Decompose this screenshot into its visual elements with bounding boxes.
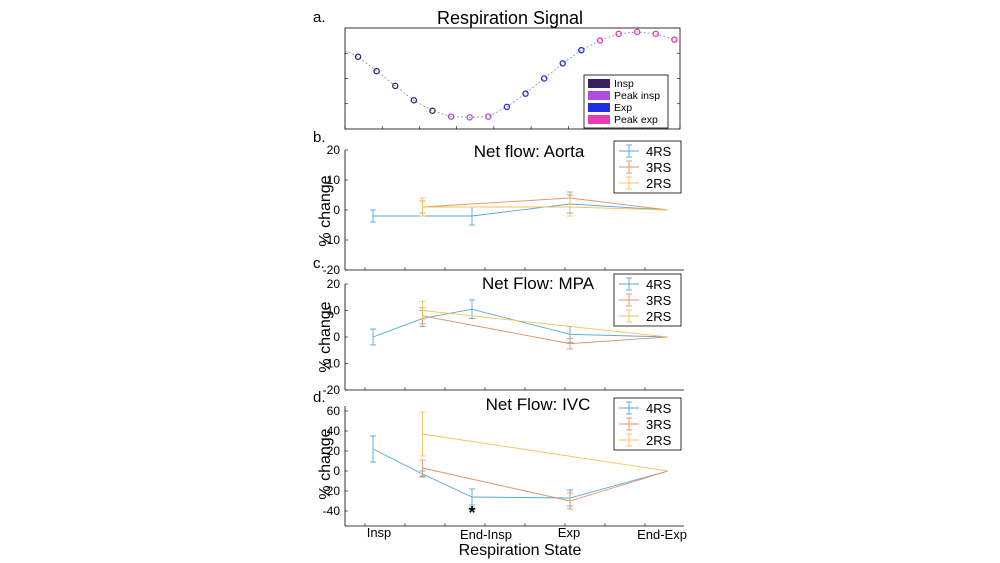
ylabel-b: % change xyxy=(317,175,334,246)
signal-marker xyxy=(540,75,548,82)
legend-label-4RS: 4RS xyxy=(646,401,672,416)
signal-marker xyxy=(522,90,529,97)
legend-label-2RS: 2RS xyxy=(646,176,672,191)
legend-label-4RS: 4RS xyxy=(646,277,672,292)
panel-label-c: c. xyxy=(313,255,325,272)
y-tick-label-d: -40 xyxy=(323,504,341,518)
y-tick-label-c: 20 xyxy=(327,277,341,291)
legend-a-swatch-peak-exp xyxy=(588,115,610,124)
y-tick-label-b: -10 xyxy=(323,233,341,247)
signal-marker xyxy=(633,28,641,36)
signal-a xyxy=(344,28,681,121)
title-c: Net Flow: MPA xyxy=(482,274,595,293)
signal-marker xyxy=(373,67,380,75)
signal-marker xyxy=(354,53,362,60)
title-a: Respiration Signal xyxy=(437,8,583,28)
x-tick-end-exp: End-Exp xyxy=(637,527,687,542)
signal-marker xyxy=(596,37,604,44)
legend-a-swatch-insp xyxy=(588,79,610,88)
legend-a-label-insp: Insp xyxy=(614,78,634,90)
series-line-4RS xyxy=(372,448,669,499)
y-tick-label-b: 0 xyxy=(333,203,340,217)
legend-a-swatch-exp xyxy=(588,103,610,112)
series-line-3RS xyxy=(422,467,669,502)
legend-a-label-peak-exp: Peak exp xyxy=(614,114,658,126)
panel-label-b: b. xyxy=(313,129,326,146)
y-tick-label-c: 10 xyxy=(327,304,341,318)
x-axis-title: Respiration State xyxy=(459,542,582,559)
series-line-4RS xyxy=(373,203,669,217)
signal-marker xyxy=(578,46,585,54)
legend-label-3RS: 3RS xyxy=(646,160,672,175)
legend-label-2RS: 2RS xyxy=(646,309,672,324)
y-tick-label-c: -20 xyxy=(323,383,341,397)
y-tick-label-c: 0 xyxy=(333,330,340,344)
legend-a-swatch-peak-insp xyxy=(588,91,610,100)
ylabel-d: % change xyxy=(317,428,334,499)
panel-label-a: a. xyxy=(313,9,326,26)
legend-a-label-peak-insp: Peak insp xyxy=(614,90,660,102)
y-tick-label-d: 60 xyxy=(327,404,341,418)
legend-label-3RS: 3RS xyxy=(646,293,672,308)
y-tick-label-d: 40 xyxy=(327,424,341,438)
signal-marker xyxy=(447,113,455,120)
series-line-2RS xyxy=(422,310,669,338)
y-tick-label-d: -20 xyxy=(323,484,341,498)
signal-marker xyxy=(503,103,511,111)
y-tick-label-b: 10 xyxy=(327,173,341,187)
signal-marker xyxy=(652,30,660,38)
y-tick-label-b: 20 xyxy=(327,143,341,157)
y-tick-label-d: 20 xyxy=(327,444,341,458)
title-b: Net flow: Aorta xyxy=(474,142,585,161)
signal-marker xyxy=(391,82,399,90)
y-tick-label-b: -20 xyxy=(323,263,341,277)
ylabel-c: % change xyxy=(317,301,334,372)
title-d: Net Flow: IVC xyxy=(486,395,591,414)
panel-label-d: d. xyxy=(313,389,326,406)
significance-marker: * xyxy=(468,503,475,523)
x-tick-end-insp: End-Insp xyxy=(460,527,512,542)
signal-marker xyxy=(615,30,622,38)
signal-marker xyxy=(466,114,473,121)
y-tick-label-c: -10 xyxy=(323,357,341,371)
legend-label-4RS: 4RS xyxy=(646,144,672,159)
signal-marker xyxy=(429,107,436,114)
y-tick-label-d: 0 xyxy=(333,464,340,478)
x-tick-exp: Exp xyxy=(558,525,580,540)
series-line-2RS xyxy=(422,433,669,472)
legend-a: Insp Peak insp Exp Peak exp xyxy=(583,74,669,129)
signal-marker xyxy=(559,60,567,67)
x-tick-insp: Insp xyxy=(367,525,392,540)
signal-marker xyxy=(671,36,678,43)
series-line-3RS xyxy=(422,197,669,211)
signal-line xyxy=(344,31,681,118)
legend-label-2RS: 2RS xyxy=(646,433,672,448)
legend-label-3RS: 3RS xyxy=(646,417,672,432)
signal-marker xyxy=(410,97,418,104)
legend-a-label-exp: Exp xyxy=(614,102,632,114)
signal-marker xyxy=(485,113,492,120)
